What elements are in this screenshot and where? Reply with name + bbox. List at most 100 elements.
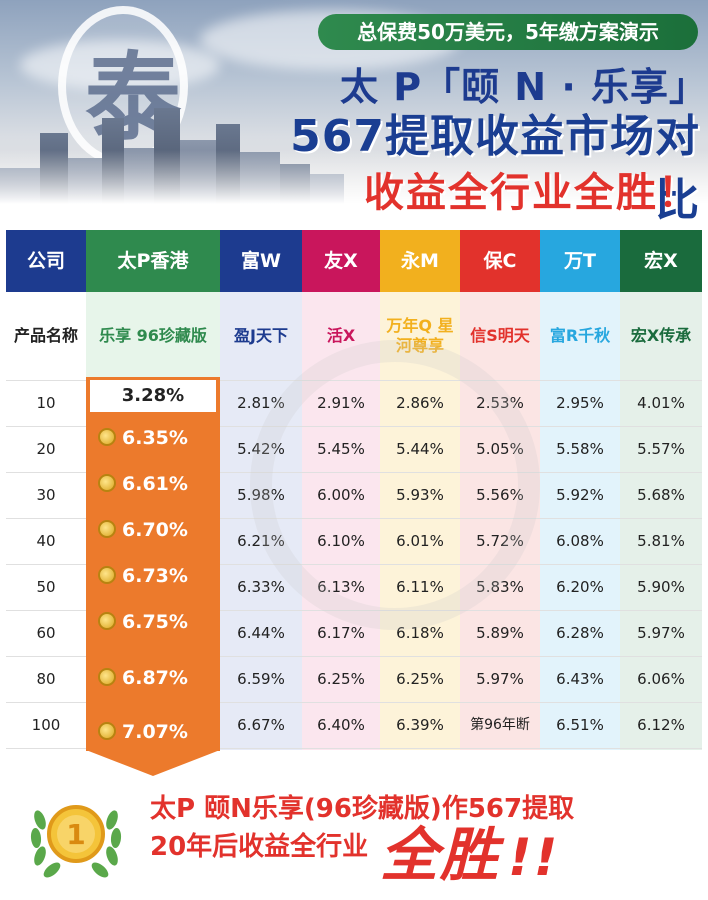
rate-cell: 4.01%: [637, 394, 685, 412]
footer-exclaim: !!: [508, 828, 560, 888]
year-cell: 60: [36, 624, 56, 642]
rate-cell: 5.05%: [476, 440, 524, 458]
rate-cell: 6.00%: [317, 486, 365, 504]
medal-icon: [98, 519, 116, 538]
row-divider: [6, 656, 702, 657]
row-divider: [6, 610, 702, 611]
company-column: 友X 活X 2.91% 5.45% 6.00% 6.10% 6.13% 6.17…: [302, 230, 380, 750]
subtitle-pill: 总保费50万美元，5年缴方案演示: [318, 14, 698, 50]
company-header: 保C: [460, 230, 540, 292]
company-column: 永M 万年Q 星河尊享 2.86% 5.44% 5.93% 6.01% 6.11…: [380, 230, 460, 750]
row-divider: [6, 564, 702, 565]
company-column: 万T 富R千秋 2.95% 5.58% 5.92% 6.08% 6.20% 6.…: [540, 230, 620, 750]
medal-icon: [98, 473, 116, 492]
medal-icon: [98, 667, 116, 686]
highlight-rate-cell: 3.28%: [90, 380, 216, 412]
rate-cell: 6.51%: [556, 716, 604, 734]
rate-cell: 5.93%: [396, 486, 444, 504]
product-name: 万年Q 星河尊享: [386, 316, 454, 355]
rate-cell: 6.25%: [317, 670, 365, 688]
year-cell: 40: [36, 532, 56, 550]
rate-cell: 6.20%: [556, 578, 604, 596]
rate-cell: 6.28%: [556, 624, 604, 642]
rate-cell: 6.08%: [556, 532, 604, 550]
footer-win: 全胜!!: [380, 808, 559, 892]
rate-cell: 5.83%: [476, 578, 524, 596]
rate-cell: 第96年断: [470, 717, 530, 733]
highlight-rate-cell: 6.61%: [86, 461, 220, 507]
highlight-rate-cell: 6.35%: [86, 415, 220, 461]
rate-cell: 6.43%: [556, 670, 604, 688]
rate-cell: 6.13%: [317, 578, 365, 596]
rate-cell: 5.58%: [556, 440, 604, 458]
product-row-label: 产品名称: [13, 326, 78, 345]
company-column: 宏X 宏X传承 4.01% 5.57% 5.68% 5.81% 5.90% 5.…: [620, 230, 702, 750]
rate-cell: 6.11%: [396, 578, 444, 596]
company-column: 保C 信S明天 2.53% 5.05% 5.56% 5.72% 5.83% 5.…: [460, 230, 540, 750]
footer-win-text: 全胜: [380, 821, 501, 889]
rate-cell: 5.98%: [237, 486, 285, 504]
rate-cell: 5.68%: [637, 486, 685, 504]
row-divider: [6, 380, 702, 381]
rate-cell: 6.67%: [237, 716, 285, 734]
year-cell: 10: [36, 394, 56, 412]
rate-value: 6.70%: [122, 519, 188, 541]
laurel-medal-icon: 1: [30, 805, 122, 878]
rate-cell: 5.42%: [237, 440, 285, 458]
highlight-rate-cell: 6.87%: [86, 655, 220, 701]
highlight-rate-cell: 7.07%: [86, 709, 220, 755]
product-name: 信S明天: [470, 326, 530, 345]
rate-value: 6.75%: [122, 611, 188, 633]
rate-value: 7.07%: [122, 721, 188, 743]
rate-cell: 5.56%: [476, 486, 524, 504]
row-divider: [6, 702, 702, 703]
row-divider: [6, 748, 702, 749]
rate-cell: 6.06%: [637, 670, 685, 688]
product-name: 宏X传承: [630, 326, 692, 345]
rate-cell: 2.95%: [556, 394, 604, 412]
medal-number: 1: [66, 818, 85, 851]
rate-cell: 6.17%: [317, 624, 365, 642]
company-header: 宏X: [620, 230, 702, 292]
rate-cell: 5.97%: [476, 670, 524, 688]
rate-cell: 5.81%: [637, 532, 685, 550]
rate-cell: 5.92%: [556, 486, 604, 504]
company-header: 富W: [220, 230, 302, 292]
rate-cell: 6.40%: [317, 716, 365, 734]
year-column: 公司 产品名称 10 20 30 40 50 60 80 100: [6, 230, 86, 750]
rate-cell: 2.53%: [476, 394, 524, 412]
rate-cell: 6.33%: [237, 578, 285, 596]
title-product: 太 P「颐 N · 乐享」: [340, 65, 708, 109]
rate-cell: 6.25%: [396, 670, 444, 688]
year-cell: 100: [31, 716, 61, 734]
highlight-rate-cell: 6.70%: [86, 507, 220, 553]
rate-cell: 5.90%: [637, 578, 685, 596]
medal-icon: [98, 611, 116, 630]
rate-cell: 5.97%: [637, 624, 685, 642]
rate-value: 6.87%: [122, 667, 188, 689]
rate-cell: 6.18%: [396, 624, 444, 642]
year-cell: 50: [36, 578, 56, 596]
header-banner: 泰 总保费50万美元，5年缴方案演示 太 P「颐 N · 乐享」 567提取收益…: [0, 0, 708, 228]
rate-cell: 6.10%: [317, 532, 365, 550]
product-name: 乐享 96珍藏版: [99, 326, 207, 345]
rate-value: 6.73%: [122, 565, 188, 587]
row-divider: [6, 472, 702, 473]
product-name: 盈J天下: [234, 326, 288, 345]
rate-value: 6.35%: [122, 427, 188, 449]
comparison-table: 公司 产品名称 10 20 30 40 50 60 80 100 太P香港 乐享…: [6, 230, 702, 750]
year-cell: 20: [36, 440, 56, 458]
corner-header: 公司: [6, 230, 86, 292]
rate-cell: 6.59%: [237, 670, 285, 688]
highlight-arrow: [86, 750, 220, 776]
company-header: 万T: [540, 230, 620, 292]
rate-cell: 6.39%: [396, 716, 444, 734]
rate-cell: 5.44%: [396, 440, 444, 458]
medal-icon: [98, 565, 116, 584]
row-divider: [6, 426, 702, 427]
company-header: 友X: [302, 230, 380, 292]
product-name: 富R千秋: [549, 326, 611, 345]
highlight-rate-cell: 6.73%: [86, 553, 220, 599]
rate-cell: 2.81%: [237, 394, 285, 412]
company-header: 永M: [380, 230, 460, 292]
